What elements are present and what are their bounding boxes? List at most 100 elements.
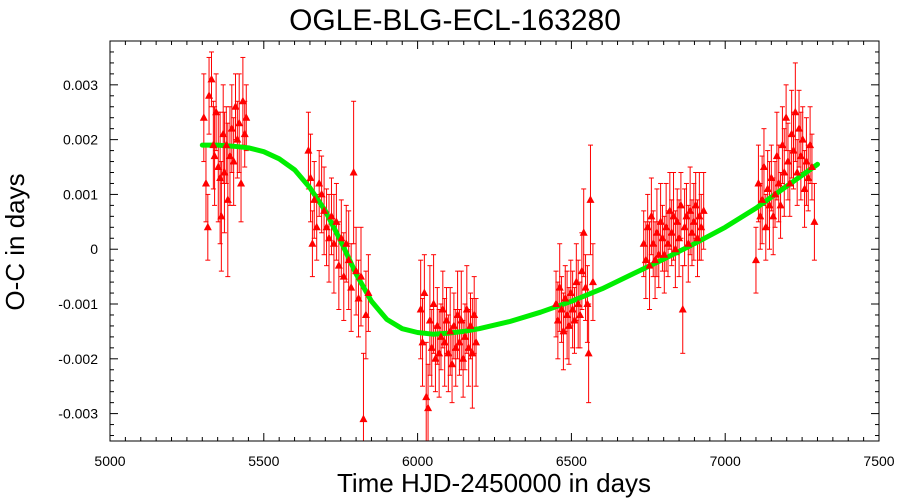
data-point	[459, 354, 468, 362]
data-point	[219, 129, 228, 138]
data-point	[325, 233, 334, 242]
data-point	[424, 403, 433, 412]
data-point	[807, 162, 816, 171]
data-point	[761, 222, 770, 231]
data-point	[306, 173, 315, 181]
data-point	[643, 222, 652, 231]
axes: 5000 5500 6000 6500 7000 7500 -0.003 -0.002 -0.0…	[58, 40, 895, 469]
data-point	[214, 162, 223, 171]
data-point	[776, 200, 785, 209]
data-point	[570, 315, 579, 324]
data-point	[691, 200, 700, 209]
data-point	[652, 228, 661, 236]
data-point	[795, 124, 804, 132]
data-point	[581, 283, 590, 291]
data-point	[207, 74, 216, 83]
data-point	[216, 173, 225, 181]
data-point	[327, 211, 336, 220]
y-axis-label: O-C in days	[0, 173, 30, 310]
data-point	[758, 195, 767, 203]
data-point	[237, 178, 246, 187]
data-point	[769, 211, 778, 220]
data-point	[574, 299, 583, 308]
data-point	[563, 310, 572, 318]
data-point	[649, 239, 658, 247]
data-point	[785, 178, 794, 187]
data-point	[227, 124, 236, 132]
data-point	[442, 315, 451, 324]
data-point	[564, 321, 573, 329]
data-point	[352, 266, 361, 275]
data-point	[470, 310, 479, 318]
data-point	[555, 283, 564, 291]
data-point	[641, 255, 650, 264]
data-point	[751, 255, 760, 264]
data-point	[229, 157, 238, 165]
data-point	[304, 146, 313, 154]
plot-frame	[109, 40, 880, 442]
data-point	[787, 129, 796, 138]
y-tick-label: -0.002	[58, 351, 98, 367]
data-point	[802, 157, 811, 165]
data-point	[225, 151, 234, 160]
data-point	[645, 261, 654, 269]
data-point	[782, 113, 791, 121]
data-point	[199, 113, 208, 121]
data-point	[754, 178, 763, 187]
data-point	[660, 250, 669, 258]
data-point	[682, 211, 691, 220]
data-point	[676, 200, 685, 209]
data-point	[658, 233, 667, 242]
data-point	[317, 189, 326, 198]
data-point	[576, 310, 585, 318]
data-point	[686, 206, 695, 214]
data-point	[431, 354, 440, 362]
data-point	[238, 96, 247, 105]
x-axis-label: Time HJD-2450000 in days	[337, 468, 651, 498]
data-point	[675, 233, 684, 242]
data-point	[332, 217, 341, 225]
data-point	[767, 173, 776, 181]
data-point	[472, 337, 481, 346]
data-point	[806, 140, 815, 149]
data-point	[444, 348, 453, 357]
data-point	[796, 151, 805, 160]
data-point	[347, 283, 356, 291]
data-point	[354, 294, 363, 302]
data-point	[433, 321, 442, 329]
data-point	[756, 211, 765, 220]
y-tick-label: -0.001	[58, 296, 98, 312]
data-point	[466, 321, 475, 329]
data-point	[233, 135, 242, 143]
data-point	[420, 288, 429, 297]
data-point	[789, 146, 798, 154]
data-point	[359, 414, 368, 423]
data-point	[427, 343, 436, 351]
data-point	[695, 211, 704, 220]
data-point	[464, 343, 473, 351]
data-point	[665, 206, 674, 214]
x-tick-label: 5500	[248, 453, 279, 469]
data-point	[209, 140, 218, 149]
data-point	[687, 228, 696, 236]
data-point	[223, 195, 232, 203]
data-point	[561, 294, 570, 302]
data-point	[568, 304, 577, 313]
data-point	[308, 239, 317, 247]
data-point	[422, 392, 431, 401]
data-point	[793, 168, 802, 176]
data-point	[322, 222, 331, 231]
data-point	[791, 107, 800, 116]
data-point	[212, 107, 221, 116]
data-point	[778, 140, 787, 149]
data-point	[320, 206, 329, 214]
data-point	[697, 222, 706, 231]
data-point	[455, 337, 464, 346]
data-point	[663, 239, 672, 247]
data-point	[588, 277, 597, 286]
data-point	[673, 217, 682, 225]
data-point	[678, 304, 687, 313]
data-point	[210, 151, 219, 160]
data-point	[699, 206, 708, 214]
x-tick-label: 6000	[402, 453, 433, 469]
